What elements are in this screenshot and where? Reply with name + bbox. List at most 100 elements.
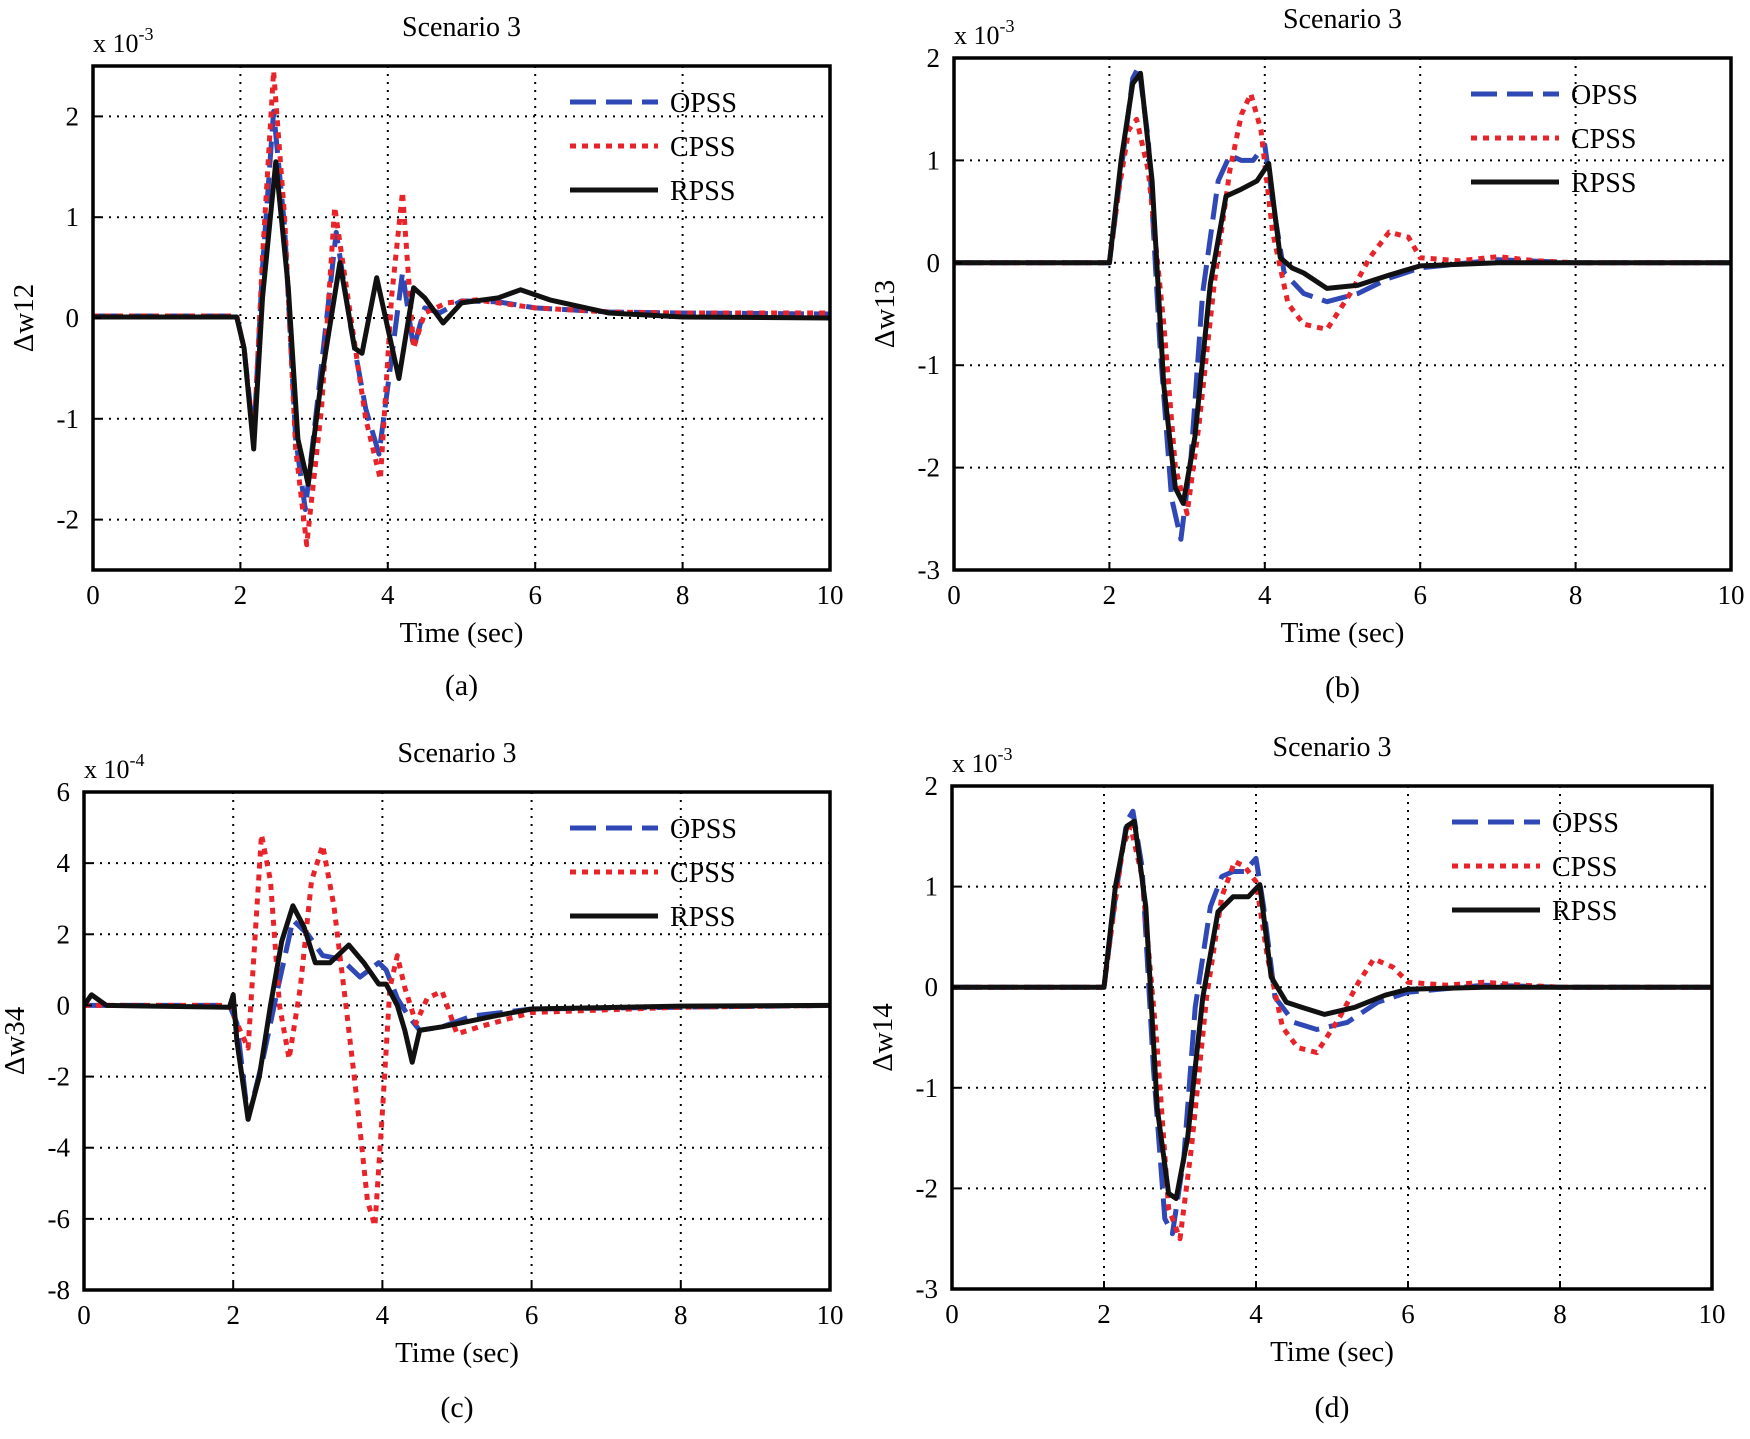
series-line-cpss (954, 91, 1731, 517)
series-line-rpss (93, 159, 830, 487)
y-tick-label: 2 (57, 919, 71, 949)
legend-label-rpss: RPSS (1552, 896, 1617, 927)
legend-label-rpss: RPSS (670, 902, 735, 933)
axis-exponent: x 10-3 (93, 24, 154, 58)
legend-label-opss: OPSS (670, 88, 737, 119)
y-tick-label: 0 (927, 248, 941, 278)
legend-label-rpss: RPSS (670, 176, 735, 207)
y-tick-label: 0 (66, 303, 80, 333)
y-tick-label: -2 (57, 505, 80, 535)
y-tick-label: -3 (918, 555, 941, 585)
legend: OPSS CPSS RPSS (570, 88, 737, 207)
y-tick-label: -2 (918, 453, 941, 483)
series-line-rpss (952, 818, 1712, 1201)
x-tick-label: 10 (817, 580, 844, 610)
chart-c: 0 2 4 6 8 10 -8 -6 -4 -2 0 2 4 6 x 10-4 Scenario 3 Time … (0, 738, 844, 1424)
chart-title: Scenario 3 (402, 12, 521, 43)
x-axis-label: Time (sec) (1270, 1336, 1394, 1368)
y-tick-label: -1 (916, 1073, 939, 1103)
x-tick-label: 8 (676, 580, 690, 610)
x-tick-label: 2 (1103, 580, 1117, 610)
y-tick-label: 1 (927, 145, 941, 175)
y-tick-label: -6 (48, 1204, 71, 1234)
series-line-rpss (84, 903, 830, 1122)
x-tick-label: 6 (528, 580, 542, 610)
y-tick-label: 0 (57, 990, 71, 1020)
y-tick-label: 2 (925, 771, 939, 801)
x-tick-label: 10 (1718, 580, 1745, 610)
y-tick-label: -1 (57, 404, 80, 434)
x-tick-label: 2 (234, 580, 248, 610)
legend: OPSS CPSS RPSS (1452, 808, 1619, 927)
legend: OPSS CPSS RPSS (1471, 80, 1638, 199)
x-axis-label: Time (sec) (400, 617, 524, 649)
y-tick-label: -2 (916, 1173, 939, 1203)
x-tick-label: 6 (525, 1300, 539, 1330)
legend-label-opss: OPSS (670, 814, 737, 845)
series-line-opss (93, 108, 830, 512)
x-tick-label: 4 (381, 580, 395, 610)
x-tick-label: 0 (77, 1300, 91, 1330)
y-tick-label: 0 (925, 972, 939, 1002)
y-tick-label: 1 (925, 872, 939, 902)
y-axis-label: Δw13 (869, 280, 901, 349)
legend-label-cpss: CPSS (670, 132, 735, 163)
x-axis-label: Time (sec) (395, 1337, 519, 1369)
x-tick-label: 6 (1413, 580, 1427, 610)
subfigure-caption: (d) (1315, 1391, 1350, 1424)
chart-title: Scenario 3 (398, 738, 517, 769)
legend-label-opss: OPSS (1552, 808, 1619, 839)
axis-exponent: x 10-3 (952, 744, 1013, 778)
plot-frame (82, 790, 832, 1292)
y-tick-label: 4 (57, 848, 71, 878)
y-tick-label: -3 (916, 1274, 939, 1304)
y-axis-label: Δw34 (0, 1006, 31, 1075)
x-tick-label: 0 (86, 580, 100, 610)
plot-frame (950, 784, 1714, 1291)
chart-a: 0 2 4 6 8 10 -2 -1 0 1 2 x 10-3 Scenario 3 Time (sec)… (8, 12, 844, 702)
chart-d: 0 2 4 6 8 10 -3 -2 -1 0 1 2 x 10-3 Scenario 3 Time (se… (867, 732, 1726, 1424)
y-tick-label: 1 (66, 202, 80, 232)
x-tick-label: 8 (1553, 1299, 1567, 1329)
y-tick-label: -8 (48, 1275, 71, 1305)
y-tick-label: -4 (48, 1133, 71, 1163)
series-line-cpss (84, 832, 830, 1229)
series-line-cpss (952, 823, 1712, 1242)
axis-exponent: x 10-4 (84, 750, 145, 784)
chart-title: Scenario 3 (1273, 732, 1392, 763)
series-line-rpss (954, 70, 1731, 506)
subfigure-caption: (a) (445, 669, 478, 702)
plot-frame (952, 56, 1733, 572)
legend-label-cpss: CPSS (670, 858, 735, 889)
legend: OPSS CPSS RPSS (570, 814, 737, 933)
legend-label-cpss: CPSS (1552, 852, 1617, 883)
subfigure-caption: (c) (440, 1391, 473, 1424)
x-tick-label: 8 (1569, 580, 1583, 610)
y-axis-label: Δw14 (867, 1003, 899, 1072)
x-tick-label: 8 (674, 1300, 688, 1330)
x-tick-label: 10 (817, 1300, 844, 1330)
chart-title: Scenario 3 (1283, 4, 1402, 35)
chart-b: 0 2 4 6 8 10 -3 -2 -1 0 1 2 x 10-3 Scenario 3 Time (se… (869, 4, 1745, 704)
x-tick-label: 4 (1249, 1299, 1263, 1329)
axis-exponent: x 10-3 (954, 16, 1015, 50)
legend-label-rpss: RPSS (1571, 168, 1636, 199)
y-tick-label: 2 (927, 43, 941, 73)
legend-label-opss: OPSS (1571, 80, 1638, 111)
legend-label-cpss: CPSS (1571, 124, 1636, 155)
x-tick-label: 2 (1097, 1299, 1111, 1329)
x-tick-label: 4 (376, 1300, 390, 1330)
series-line-opss (84, 917, 830, 1122)
y-axis-label: Δw12 (8, 284, 40, 353)
x-axis-label: Time (sec) (1281, 617, 1405, 649)
x-tick-label: 6 (1401, 1299, 1415, 1329)
y-tick-label: 2 (66, 101, 80, 131)
x-tick-label: 0 (945, 1299, 959, 1329)
x-tick-label: 2 (226, 1300, 240, 1330)
y-tick-label: 6 (57, 777, 71, 807)
subfigure-caption: (b) (1325, 671, 1360, 704)
y-tick-label: -1 (918, 350, 941, 380)
y-tick-label: -2 (48, 1062, 71, 1092)
x-tick-label: 4 (1258, 580, 1272, 610)
